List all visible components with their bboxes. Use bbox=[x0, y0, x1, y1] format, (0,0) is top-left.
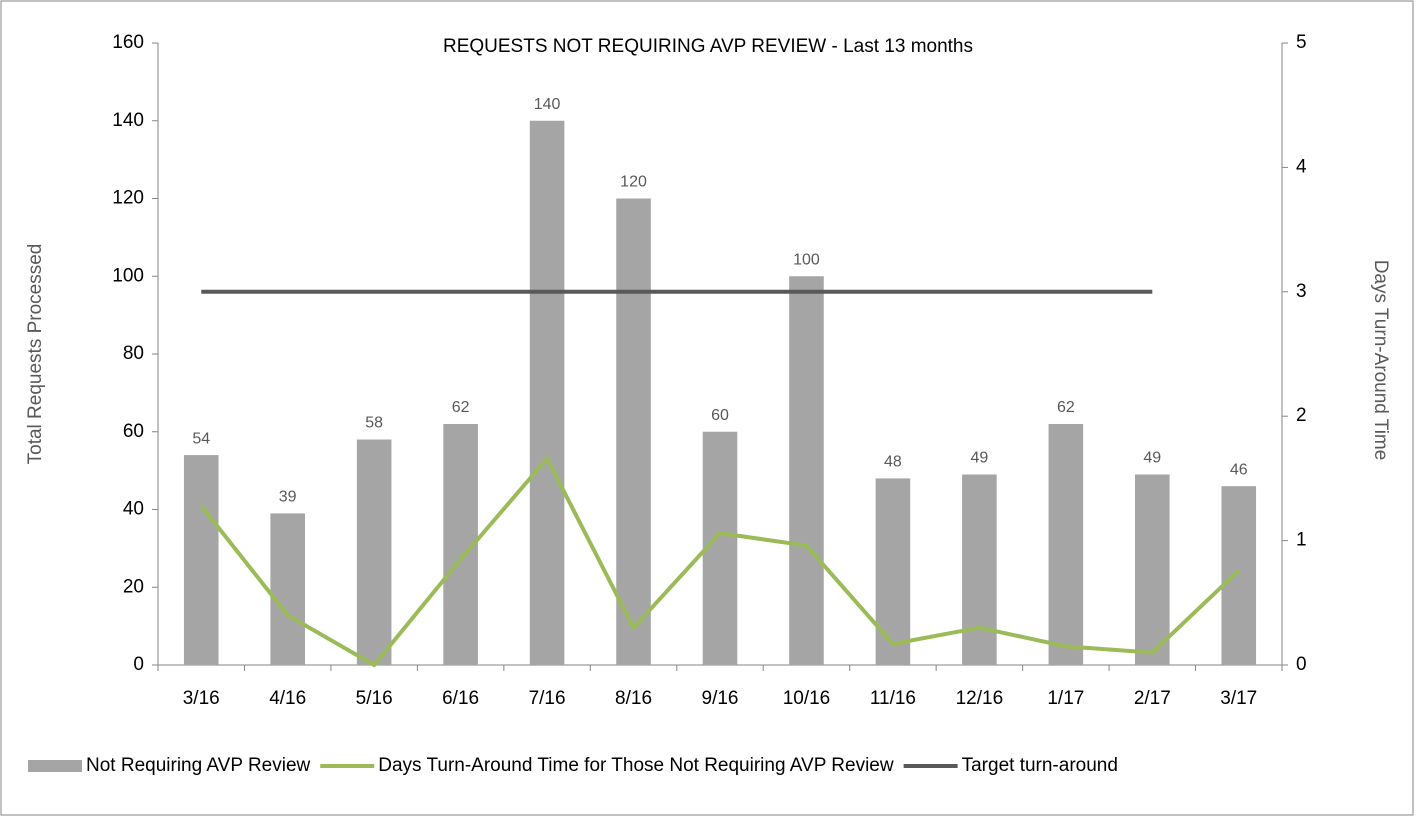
data-label: 62 bbox=[1057, 399, 1075, 416]
y2-tick-label: 5 bbox=[1296, 32, 1307, 53]
y-tick-label: 160 bbox=[112, 32, 144, 53]
x-tick-label: 3/17 bbox=[1220, 688, 1257, 709]
bar bbox=[1135, 474, 1170, 665]
y-tick-label: 0 bbox=[133, 654, 144, 675]
bar bbox=[183, 455, 219, 665]
bar bbox=[270, 513, 305, 665]
data-label: 120 bbox=[620, 174, 647, 191]
bar bbox=[616, 198, 651, 665]
bar bbox=[529, 120, 565, 665]
y-tick-label: 120 bbox=[112, 188, 144, 209]
data-label: 46 bbox=[1230, 461, 1248, 478]
x-tick-label: 10/16 bbox=[783, 688, 831, 709]
y-axis-title: Total Requests Processed bbox=[25, 244, 46, 465]
y2-tick-label: 0 bbox=[1296, 654, 1307, 675]
legend-label: Target turn-around bbox=[962, 755, 1118, 776]
bar bbox=[1048, 423, 1084, 665]
legend-swatch bbox=[28, 760, 82, 772]
y2-tick-label: 2 bbox=[1296, 405, 1307, 426]
x-tick-label: 8/16 bbox=[615, 688, 652, 709]
bar bbox=[1221, 486, 1257, 665]
y-tick-label: 100 bbox=[112, 265, 144, 286]
y-tick-label: 80 bbox=[123, 343, 144, 364]
x-tick-label: 7/16 bbox=[529, 688, 566, 709]
bar bbox=[875, 478, 911, 665]
data-label: 49 bbox=[1143, 450, 1161, 467]
x-tick-label: 1/17 bbox=[1047, 688, 1084, 709]
line-series bbox=[199, 456, 1241, 667]
y2-tick-label: 4 bbox=[1296, 156, 1307, 177]
data-label: 48 bbox=[884, 454, 902, 471]
data-label: 58 bbox=[365, 415, 383, 432]
chart-title: REQUESTS NOT REQUIRING AVP REVIEW - Last… bbox=[443, 36, 973, 57]
bar bbox=[789, 276, 824, 665]
legend-label: Days Turn-Around Time for Those Not Requ… bbox=[378, 755, 894, 776]
data-label: 39 bbox=[279, 489, 297, 506]
y-tick-label: 60 bbox=[123, 421, 144, 442]
data-label: 49 bbox=[970, 450, 988, 467]
x-tick-label: 6/16 bbox=[442, 688, 479, 709]
bar bbox=[356, 439, 392, 665]
bar bbox=[962, 474, 997, 665]
x-tick-label: 11/16 bbox=[870, 688, 916, 709]
y-tick-label: 40 bbox=[123, 499, 144, 520]
y2-tick-label: 1 bbox=[1296, 530, 1307, 551]
x-tick-label: 4/16 bbox=[269, 688, 306, 709]
y-tick-label: 140 bbox=[112, 110, 144, 131]
legend-label: Not Requiring AVP Review bbox=[86, 755, 311, 776]
data-label: 140 bbox=[534, 96, 561, 113]
y2-tick-label: 3 bbox=[1296, 281, 1307, 302]
x-tick-label: 12/16 bbox=[956, 688, 1004, 709]
x-tick-label: 5/16 bbox=[356, 688, 393, 709]
data-label: 100 bbox=[793, 251, 820, 268]
y-tick-label: 20 bbox=[123, 576, 144, 597]
x-tick-label: 2/17 bbox=[1134, 688, 1171, 709]
y2-axis-title: Days Turn-Around Time bbox=[1370, 260, 1391, 461]
data-label: 60 bbox=[711, 407, 729, 424]
data-label: 54 bbox=[192, 430, 210, 447]
data-label: 62 bbox=[452, 399, 470, 416]
x-tick-label: 3/16 bbox=[183, 688, 220, 709]
x-tick-label: 9/16 bbox=[702, 688, 739, 709]
